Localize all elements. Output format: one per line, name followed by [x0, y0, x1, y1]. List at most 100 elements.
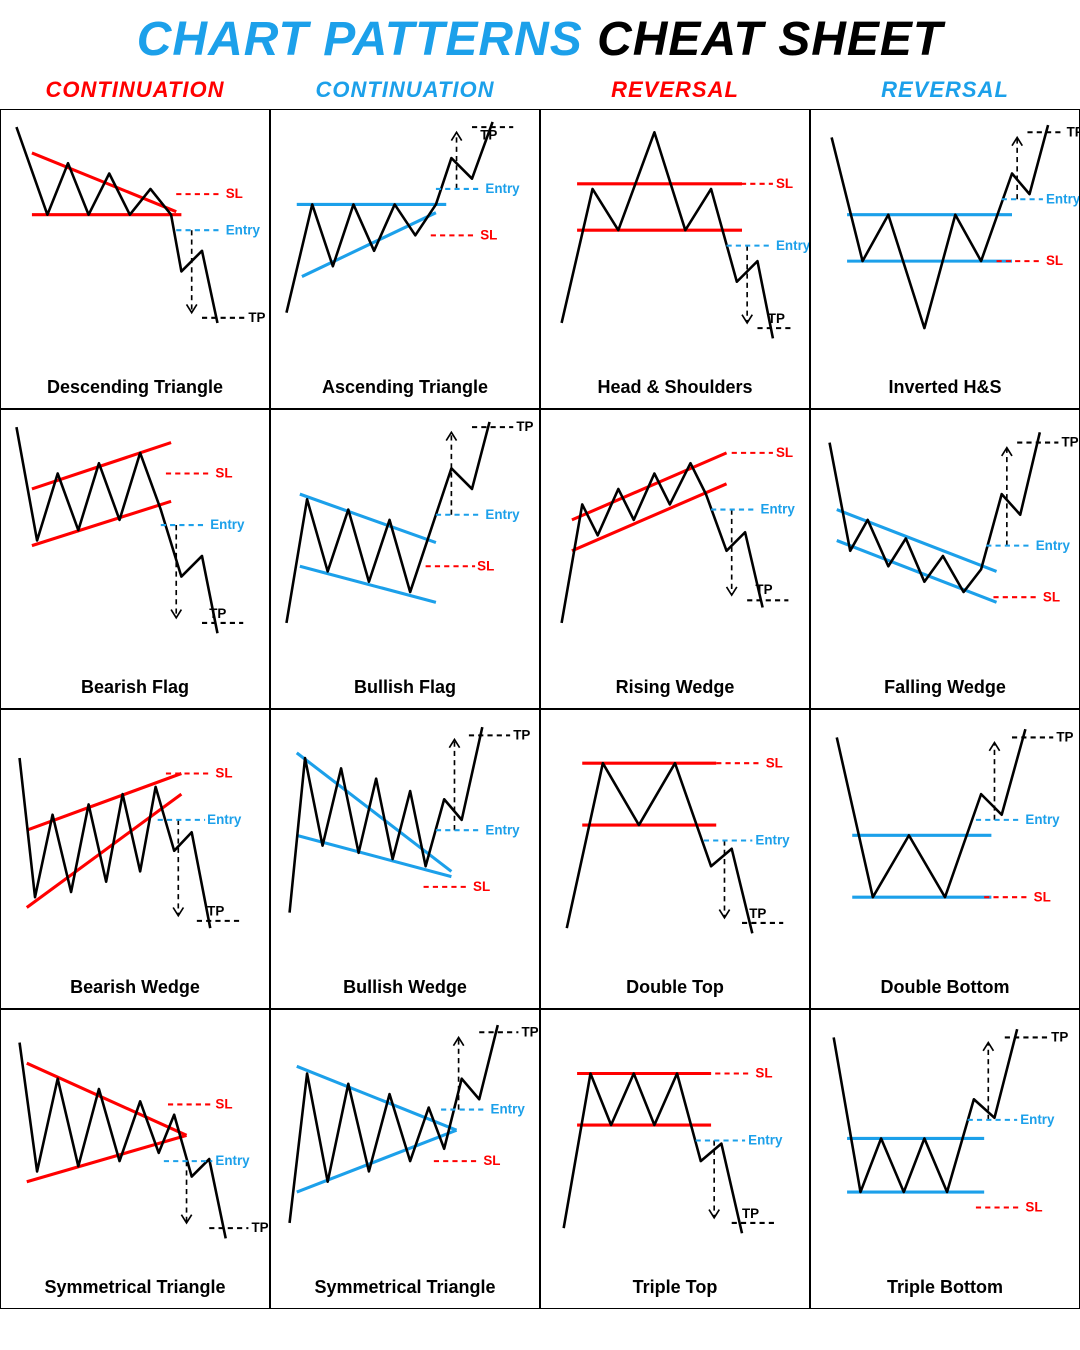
svg-text:TP: TP [513, 727, 530, 742]
pattern-chart: SL Entry TP [271, 110, 539, 371]
pattern-ascending-triangle: SL Entry TP Ascending Triangle [270, 109, 540, 409]
pattern-chart: SL Entry TP [811, 710, 1079, 971]
svg-text:TP: TP [755, 582, 772, 597]
pattern-caption: Double Bottom [811, 971, 1079, 1008]
pattern-chart: SL Entry TP [271, 1010, 539, 1271]
pattern-falling-wedge: SL Entry TP Falling Wedge [810, 409, 1080, 709]
pattern-chart: SL Entry TP [811, 110, 1079, 371]
pattern-head-and-shoulders: SL Entry TP Head & Shoulders [540, 109, 810, 409]
pattern-caption: Bullish Wedge [271, 971, 539, 1008]
pattern-double-top: SLEntryTP Double Top [540, 709, 810, 1009]
pattern-caption: Bullish Flag [271, 671, 539, 708]
category-label: CONTINUATION [0, 71, 270, 109]
svg-text:SL: SL [776, 176, 793, 191]
svg-text:Entry: Entry [1020, 1112, 1055, 1127]
svg-text:Entry: Entry [226, 222, 261, 237]
svg-text:TP: TP [480, 127, 497, 142]
svg-text:TP: TP [209, 606, 226, 621]
svg-text:TP: TP [1051, 1030, 1068, 1045]
pattern-chart: SL Entry TP [1, 410, 269, 671]
pattern-double-bottom: SL Entry TP Double Bottom [810, 709, 1080, 1009]
pattern-descending-triangle: SL Entry TP Descending Triangle [0, 109, 270, 409]
pattern-chart: SLEntryTP [541, 710, 809, 971]
pattern-bearish-wedge: SL Entry TP Bearish Wedge [0, 709, 270, 1009]
pattern-caption: Descending Triangle [1, 371, 269, 408]
svg-text:SL: SL [766, 755, 783, 770]
pattern-chart: SL Entry TP [271, 710, 539, 971]
svg-text:SL: SL [483, 1153, 500, 1168]
pattern-chart: SLEntryTP [541, 1010, 809, 1271]
pattern-caption: Bearish Wedge [1, 971, 269, 1008]
pattern-chart: SL Entry TP [1, 710, 269, 971]
pattern-chart: SL Entry TP [1, 1010, 269, 1271]
svg-text:Entry: Entry [485, 507, 520, 522]
pattern-caption: Bearish Flag [1, 671, 269, 708]
svg-text:SL: SL [480, 227, 497, 242]
svg-text:SL: SL [215, 766, 232, 781]
svg-text:TP: TP [768, 311, 785, 326]
svg-text:Entry: Entry [485, 822, 520, 837]
pattern-inverted-head-and-shoulders: SL Entry TP Inverted H&S [810, 109, 1080, 409]
svg-text:Entry: Entry [210, 517, 245, 532]
category-row: CONTINUATIONCONTINUATIONREVERSALREVERSAL [0, 71, 1080, 109]
svg-text:SL: SL [776, 445, 793, 460]
pattern-caption: Symmetrical Triangle [271, 1271, 539, 1308]
svg-text:Entry: Entry [1025, 812, 1060, 827]
pattern-bullish-wedge: SL Entry TP Bullish Wedge [270, 709, 540, 1009]
svg-text:Entry: Entry [748, 1133, 783, 1148]
svg-text:Entry: Entry [491, 1102, 526, 1117]
pattern-symmetrical-triangle-bull: SL Entry TP Symmetrical Triangle [270, 1009, 540, 1309]
svg-text:SL: SL [226, 186, 243, 201]
pattern-caption: Rising Wedge [541, 671, 809, 708]
svg-text:Entry: Entry [207, 812, 242, 827]
pattern-grid: SLEntryTP Descending Triangle SLEntryTP … [0, 109, 1080, 1309]
svg-text:SL: SL [1043, 589, 1060, 604]
svg-text:SL: SL [215, 466, 232, 481]
pattern-caption: Inverted H&S [811, 371, 1079, 408]
pattern-caption: Falling Wedge [811, 671, 1079, 708]
svg-text:SL: SL [1025, 1200, 1042, 1215]
pattern-rising-wedge: SL Entry TP Rising Wedge [540, 409, 810, 709]
page-title: CHART PATTERNS CHEAT SHEET [0, 0, 1080, 71]
pattern-caption: Double Top [541, 971, 809, 1008]
svg-text:Entry: Entry [215, 1153, 250, 1168]
svg-text:TP: TP [521, 1024, 538, 1039]
pattern-caption: Head & Shoulders [541, 371, 809, 408]
svg-text:TP: TP [1056, 730, 1073, 745]
svg-text:TP: TP [251, 1220, 268, 1235]
svg-text:Entry: Entry [776, 238, 809, 253]
svg-text:TP: TP [248, 310, 265, 325]
pattern-triple-bottom: SL Entry TP Triple Bottom [810, 1009, 1080, 1309]
pattern-chart: SL Entry TP [541, 110, 809, 371]
pattern-chart: SL Entry TP [811, 410, 1079, 671]
pattern-symmetrical-triangle-bear: SL Entry TP Symmetrical Triangle [0, 1009, 270, 1309]
svg-text:SL: SL [215, 1097, 232, 1112]
svg-text:SL: SL [1046, 253, 1063, 268]
svg-text:TP: TP [742, 1206, 759, 1221]
pattern-bearish-flag: SL Entry TP Bearish Flag [0, 409, 270, 709]
pattern-chart: SL Entry TP [541, 410, 809, 671]
svg-text:Entry: Entry [1036, 538, 1071, 553]
svg-text:SL: SL [477, 558, 494, 573]
svg-text:Entry: Entry [761, 502, 796, 517]
pattern-triple-top: SLEntryTP Triple Top [540, 1009, 810, 1309]
pattern-caption: Triple Top [541, 1271, 809, 1308]
pattern-chart: SL Entry TP [1, 110, 269, 371]
pattern-bullish-flag: SL Entry TP Bullish Flag [270, 409, 540, 709]
svg-text:SL: SL [473, 879, 490, 894]
pattern-caption: Symmetrical Triangle [1, 1271, 269, 1308]
category-label: CONTINUATION [270, 71, 540, 109]
pattern-chart: SL Entry TP [271, 410, 539, 671]
svg-text:TP: TP [1061, 435, 1078, 450]
svg-text:SL: SL [1034, 889, 1051, 904]
svg-text:TP: TP [749, 906, 766, 921]
svg-text:TP: TP [1067, 124, 1079, 139]
svg-text:TP: TP [207, 904, 224, 919]
pattern-chart: SL Entry TP [811, 1010, 1079, 1271]
svg-text:Entry: Entry [485, 181, 520, 196]
svg-text:Entry: Entry [1046, 191, 1079, 206]
pattern-caption: Triple Bottom [811, 1271, 1079, 1308]
pattern-caption: Ascending Triangle [271, 371, 539, 408]
category-label: REVERSAL [810, 71, 1080, 109]
svg-text:TP: TP [516, 419, 533, 434]
